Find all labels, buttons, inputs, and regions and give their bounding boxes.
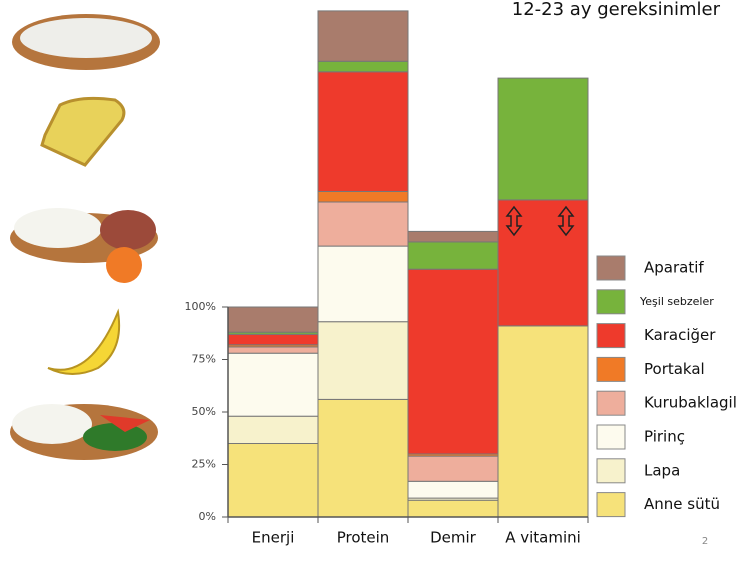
bar-segment [227,415,319,445]
arrow-icon [505,205,523,237]
x-tick-label: A vitamini [505,529,581,547]
y-tick-label: 100% [185,300,216,313]
y-tick-label: 0% [199,510,216,523]
page-number: 2 [702,536,708,547]
bar-segment [317,191,409,203]
y-tick-label: 75% [192,353,216,366]
legend-swatch [596,356,626,382]
bar-segment [317,71,409,192]
bar-segment [407,499,499,518]
legend-label: Anne sütü [644,495,720,513]
bar-segment [407,241,499,270]
legend-swatch [596,390,626,416]
bar-segment [317,60,409,73]
bar-segment [497,199,589,327]
y-tick-label: 50% [192,405,216,418]
arrow-icon [557,205,575,237]
bar-segment [407,480,499,499]
bar-segment [407,268,499,455]
legend-swatch [596,424,626,450]
x-tick-label: Demir [430,529,477,547]
legend-label: Aparatif [644,259,704,277]
chart-title: 12-23 ay gereksinimler [512,0,721,20]
bar-segment [497,77,589,201]
y-tick-label: 25% [192,458,216,471]
bar-segment [407,230,499,243]
legend-label: Lapa [644,461,680,479]
bar-segment [227,306,319,333]
bar-segment [227,443,319,518]
bar-segment [497,325,589,518]
legend-label: Portakal [644,360,705,378]
legend-label: Karaciğer [644,326,716,344]
legend-swatch [596,255,626,281]
legend-label: Pirinç [644,428,685,446]
x-tick-label: Enerji [252,529,295,547]
bar-segment [317,398,409,518]
legend-swatch [596,289,626,315]
bar-segment [317,321,409,400]
bar-segment [317,10,409,62]
legend-swatch [596,323,626,349]
bar-segment [317,201,409,247]
legend-swatch [596,492,626,518]
legend-swatch [596,458,626,484]
bar-segment [227,352,319,417]
bar-segment [227,333,319,346]
legend-label: Kurubaklagil [644,394,737,412]
bar-segment [407,455,499,482]
legend-label: Yeşil sebzeler [639,295,714,308]
x-tick-label: Protein [337,529,390,547]
food-icons [10,14,160,460]
bar-segment [317,245,409,323]
bar-segment [227,346,319,354]
